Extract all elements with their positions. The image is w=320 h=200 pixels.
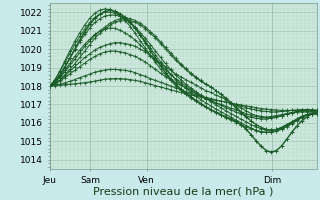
X-axis label: Pression niveau de la mer( hPa ): Pression niveau de la mer( hPa ) <box>93 186 273 196</box>
